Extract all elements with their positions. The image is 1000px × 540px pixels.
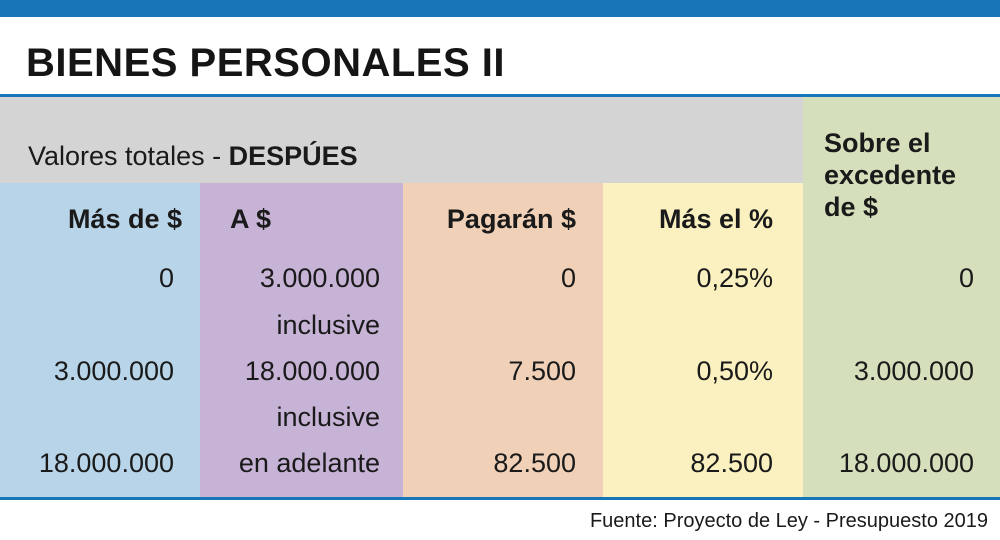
cell-sobre: 0: [958, 263, 974, 293]
cell-mas-el: 0,50%: [696, 356, 773, 386]
cell-mas-de: 18.000.000: [38, 448, 174, 478]
column-mas-de-background: [0, 183, 200, 497]
cell-mas-de: 3.000.000: [53, 356, 174, 386]
cell-a: 3.000.000: [259, 263, 380, 293]
cell-pagaran: 82.500: [493, 448, 576, 478]
tax-table: Valores totales - DESPÚES Más de $ A $ P…: [0, 97, 1000, 497]
cell-mas-de: 0: [158, 263, 174, 293]
table-header-band: [0, 97, 803, 183]
cell-a-note: inclusive: [276, 402, 380, 432]
column-mas-el-background: [603, 183, 803, 497]
title-divider: [0, 94, 1000, 97]
cell-a-note: inclusive: [276, 310, 380, 340]
column-pagaran-background: [403, 183, 603, 497]
cell-pagaran: 7.500: [508, 356, 576, 386]
subtitle-prefix: Valores totales -: [28, 141, 229, 171]
cell-a: 18.000.000: [244, 356, 380, 386]
column-header-mas-el: Más el %: [658, 204, 773, 234]
column-header-a: A $: [230, 204, 272, 234]
page-title: BIENES PERSONALES II: [26, 41, 505, 85]
cell-a: en adelante: [238, 448, 380, 478]
cell-mas-el: 82.500: [690, 448, 773, 478]
cell-mas-el: 0,25%: [696, 263, 773, 293]
column-header-pagaran: Pagarán $: [446, 204, 576, 234]
bottom-divider: [0, 497, 1000, 500]
column-header-sobre-excedente: Sobre el excedente de $: [824, 128, 957, 222]
top-accent-bar: [0, 0, 1000, 17]
cell-sobre: 18.000.000: [838, 448, 974, 478]
subtitle-emphasis: DESPÚES: [228, 141, 358, 171]
table-subtitle: Valores totales - DESPÚES: [28, 140, 358, 172]
column-sobre-background: [803, 97, 1000, 497]
column-a-background: [200, 183, 403, 497]
cell-sobre: 3.000.000: [853, 356, 974, 386]
source-note: Fuente: Proyecto de Ley - Presupuesto 20…: [589, 510, 988, 532]
cell-pagaran: 0: [560, 263, 576, 293]
column-header-mas-de: Más de $: [67, 204, 182, 234]
